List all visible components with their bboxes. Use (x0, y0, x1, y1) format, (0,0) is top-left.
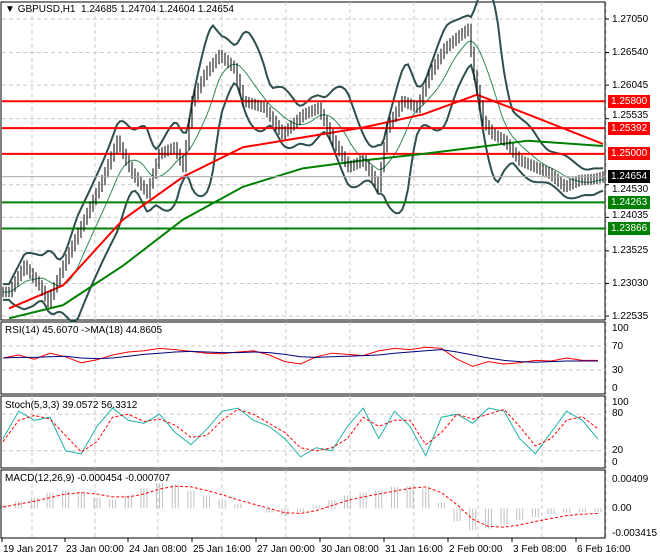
macd-title: MACD(12,26,9) -0.000454 -0.000707 (5, 473, 171, 484)
panel-frame (0, 469, 606, 539)
stoch-title: Stoch(5,3,3) 39.0572 56.3312 (5, 400, 138, 411)
collapse-triangle-icon[interactable]: ▼ (5, 4, 18, 15)
x-tick-label: 31 Jan 16:00 (385, 544, 443, 555)
level-price-label: 1.25000 (608, 147, 651, 161)
stoch-signal-line (2, 408, 599, 453)
macd-axis-label: -0.003415 (612, 527, 658, 539)
bollinger-lower (3, 63, 604, 323)
bollinger-middle (3, 40, 604, 293)
moving-average-green (8, 139, 604, 320)
x-tick-label: 27 Jan 00:00 (257, 544, 315, 555)
symbol-label: GBPUSD,H1 (17, 4, 76, 15)
bollinger-upper (3, 0, 604, 286)
level-price-label: 1.23866 (608, 221, 651, 235)
x-tick-label: 23 Jan 00:00 (66, 544, 124, 555)
y-tick-label: 1.23525 (612, 245, 649, 257)
y-tick-label: 1.23030 (612, 277, 649, 289)
level-price-label: 1.25800 (608, 94, 651, 108)
y-tick-label: 1.25535 (612, 110, 649, 122)
y-tick-label: 1.22535 (612, 310, 649, 322)
x-tick-label: 2 Feb 00:00 (449, 544, 503, 555)
rsi-axis-label: 0 (612, 382, 618, 394)
y-tick-label: 1.26045 (612, 79, 649, 91)
chart-title: ▼ GBPUSD,H1 1.24685 1.24704 1.24604 1.24… (5, 4, 234, 16)
x-tick-label: 25 Jan 16:00 (193, 544, 251, 555)
rsi-axis-label: 30 (612, 364, 624, 376)
panel-frame (0, 395, 606, 469)
x-tick-label: 6 Feb 16:00 (577, 544, 631, 555)
level-price-label: 1.24263 (608, 195, 651, 209)
macd-axis-label: 0.00 (612, 502, 632, 514)
x-tick-label: 30 Jan 08:00 (321, 544, 379, 555)
stoch-axis-label: 100 (612, 396, 629, 408)
y-tick-label: 1.27050 (612, 13, 649, 25)
y-tick-label: 1.24530 (612, 183, 649, 195)
current-price-label: 1.24654 (608, 170, 651, 184)
rsi-title: RSI(14) 45.6070 ->MA(18) 44.8605 (5, 325, 163, 336)
x-tick-label: 3 Feb 08:00 (513, 544, 567, 555)
rsi-ma-line (2, 349, 598, 363)
macd-signal-line (2, 485, 599, 528)
x-tick-label: 19 Jan 2017 (3, 544, 59, 555)
panel-frame (0, 321, 606, 395)
stoch-main-line (2, 407, 599, 458)
rsi-axis-label: 100 (612, 322, 629, 334)
ohlc-values: 1.24685 1.24704 1.24604 1.24654 (81, 4, 234, 15)
level-price-label: 1.25392 (608, 121, 651, 135)
rsi-axis-label: 70 (612, 340, 624, 352)
stoch-axis-label: 0 (612, 456, 618, 468)
moving-average-red (8, 93, 604, 310)
macd-axis-label: 0.00409 (612, 473, 649, 485)
x-tick-label: 24 Jan 08:00 (129, 544, 187, 555)
y-tick-label: 1.24035 (612, 210, 649, 222)
panel-frame (0, 1, 606, 321)
stoch-axis-label: 20 (612, 445, 624, 456)
y-tick-label: 1.26540 (612, 47, 649, 59)
stoch-axis-label: 80 (612, 408, 624, 419)
